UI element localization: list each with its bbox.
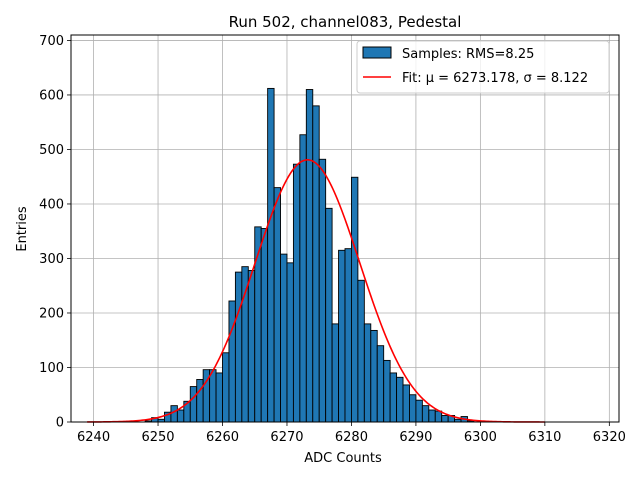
histogram-bar bbox=[222, 352, 230, 423]
x-tick-label: 6270 bbox=[270, 430, 303, 445]
x-tick-label: 6250 bbox=[141, 430, 174, 445]
x-tick-label: 6310 bbox=[528, 430, 561, 445]
histogram-bar bbox=[292, 163, 301, 423]
histogram-bar bbox=[376, 345, 385, 423]
histogram-bar bbox=[383, 359, 391, 423]
histogram-bar bbox=[409, 394, 417, 423]
chart-title: Run 502, channel083, Pedestal bbox=[229, 13, 462, 31]
y-tick-label: 700 bbox=[39, 34, 64, 49]
histogram-bar bbox=[176, 409, 185, 423]
y-tick-label: 500 bbox=[39, 143, 64, 158]
histogram-bar bbox=[241, 266, 249, 423]
histogram-bar bbox=[318, 158, 327, 423]
y-tick-label: 200 bbox=[39, 306, 64, 321]
histogram-bar bbox=[441, 415, 449, 423]
histogram-bar bbox=[247, 270, 256, 423]
histogram-bar bbox=[428, 409, 436, 423]
x-tick-label: 6290 bbox=[399, 430, 432, 445]
legend-box bbox=[356, 40, 610, 94]
histogram-bar bbox=[396, 376, 404, 423]
histogram-bar bbox=[363, 323, 372, 423]
histogram-bar bbox=[286, 262, 294, 423]
histogram-bar bbox=[228, 300, 236, 423]
histogram-bar bbox=[370, 329, 378, 423]
x-tick-label: 6260 bbox=[206, 430, 239, 445]
histogram-bar bbox=[299, 134, 307, 423]
x-tick-label: 6320 bbox=[593, 430, 626, 445]
histogram-bar bbox=[338, 249, 346, 423]
histogram-bar bbox=[344, 248, 352, 423]
x-tick-label: 6300 bbox=[464, 430, 497, 445]
histogram-bar bbox=[402, 384, 410, 423]
x-tick-label: 6280 bbox=[335, 430, 368, 445]
fit-curve bbox=[87, 159, 545, 423]
histogram-bar bbox=[234, 271, 243, 423]
histogram-bar bbox=[260, 228, 269, 423]
histogram-bars bbox=[144, 87, 475, 423]
histogram-bar bbox=[170, 405, 178, 423]
legend-label-fit: Fit: μ = 6273.178, σ = 8.122 bbox=[402, 71, 588, 86]
histogram-bar bbox=[215, 372, 223, 423]
y-tick-label: 400 bbox=[39, 197, 64, 212]
x-axis: 6240 6250 6260 6270 6280 6290 6300 6310 6320 bbox=[77, 422, 626, 445]
y-tick-label: 0 bbox=[56, 416, 64, 431]
y-axis: 0 100 200 300 400 500 600 700 bbox=[39, 34, 71, 431]
legend-swatch-samples bbox=[362, 46, 392, 59]
x-tick-label: 6240 bbox=[77, 430, 110, 445]
histogram-bar bbox=[267, 87, 275, 423]
histogram-bar bbox=[196, 379, 204, 423]
histogram-bar bbox=[189, 386, 198, 423]
y-axis-label: Entries bbox=[15, 206, 30, 252]
histogram-bar bbox=[209, 369, 217, 423]
histogram-bar bbox=[280, 253, 288, 423]
y-tick-label: 100 bbox=[39, 361, 64, 376]
x-axis-label: ADC Counts bbox=[304, 451, 382, 466]
y-tick-label: 600 bbox=[39, 88, 64, 103]
histogram-bar bbox=[434, 410, 443, 423]
histogram-bar bbox=[312, 105, 320, 423]
y-tick-label: 300 bbox=[39, 252, 64, 267]
legend-label-samples: Samples: RMS=8.25 bbox=[402, 47, 534, 62]
histogram-bar bbox=[357, 279, 365, 423]
histogram-bar bbox=[325, 207, 333, 423]
histogram-bar bbox=[331, 323, 340, 423]
plot-frame bbox=[70, 34, 620, 423]
histogram-bar bbox=[273, 187, 281, 423]
histogram-bar bbox=[305, 89, 314, 423]
histogram-bar bbox=[350, 176, 359, 423]
histogram-bar bbox=[421, 405, 430, 423]
histogram-bar bbox=[389, 372, 398, 423]
histogram-bar bbox=[415, 399, 423, 423]
legend: Samples: RMS=8.25 Fit: μ = 6273.178, σ =… bbox=[356, 40, 610, 94]
